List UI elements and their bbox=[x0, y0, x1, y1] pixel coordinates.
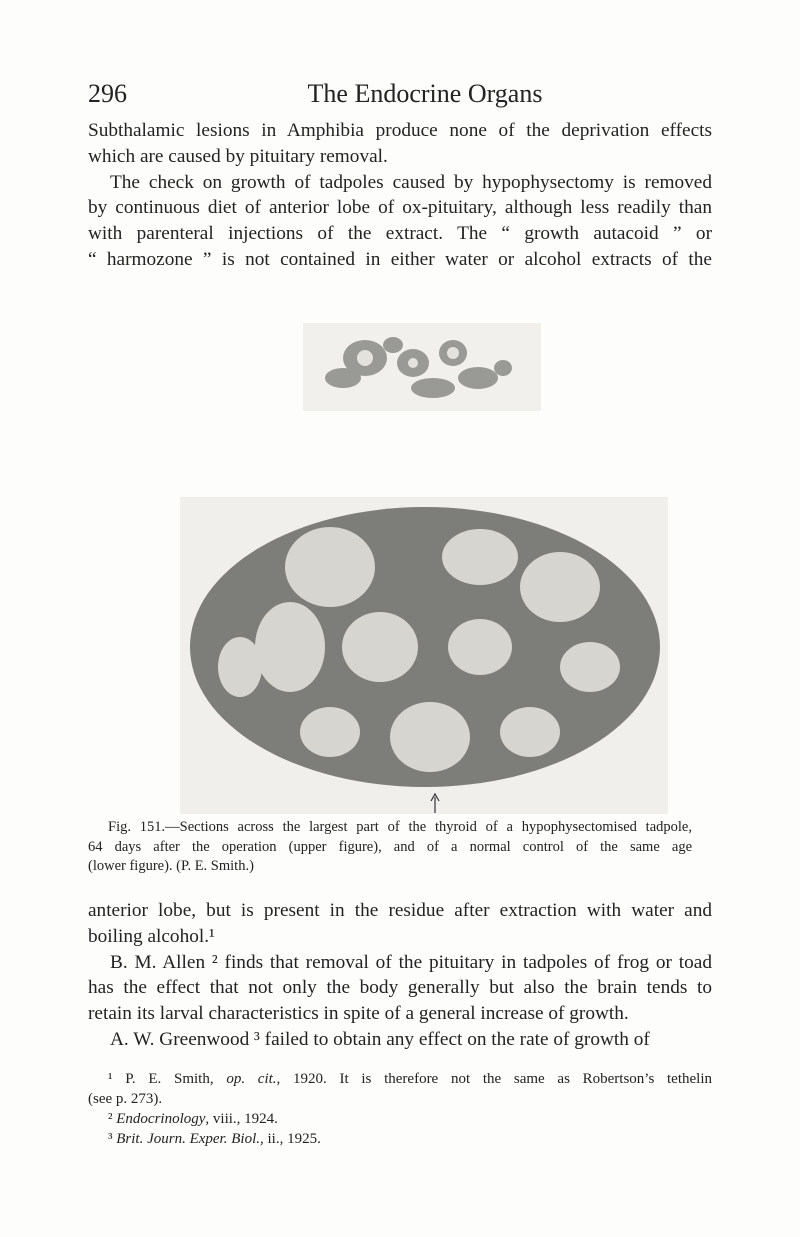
footnote-line: ³ Brit. Journ. Exper. Biol., ii., 1925. bbox=[108, 1129, 712, 1149]
footnote-segment: ¹ P. E. Smith, bbox=[108, 1071, 227, 1087]
text-line: with parenteral injections of the extrac… bbox=[88, 223, 712, 245]
text-line: anterior lobe, but is present in the res… bbox=[88, 900, 712, 921]
running-title: The Endocrine Organs bbox=[307, 79, 543, 108]
text-line: The check on growth of tadpoles caused b… bbox=[110, 171, 712, 193]
footnote-segment: , ii., 1925. bbox=[259, 1131, 321, 1147]
footnote-line: ¹ P. E. Smith, op. cit., 1920. It is the… bbox=[108, 1069, 712, 1089]
footnote-segment: ³ bbox=[108, 1131, 117, 1147]
text-line: retain its larval characteristics in spi… bbox=[88, 1003, 629, 1025]
text-line: has the effect that not only the body ge… bbox=[88, 977, 712, 999]
text-line: by continuous diet of anterior lobe of o… bbox=[88, 197, 712, 219]
footnote-segment: op. cit. bbox=[226, 1071, 277, 1087]
caption-line: Fig. 151.—Sections across the largest pa… bbox=[108, 819, 692, 835]
text-line: Subthalamic lesions in Amphibia produce … bbox=[88, 120, 712, 141]
text-line: boiling alcohol.¹ bbox=[88, 925, 215, 947]
text-line: B. M. Allen ² finds that removal of the … bbox=[110, 951, 712, 973]
caption-line: (lower figure). (P. E. Smith.) bbox=[88, 858, 254, 874]
footnote-segment: Endocrinology bbox=[116, 1111, 206, 1127]
text-line: “ harmozone ” is not contained in either… bbox=[88, 249, 712, 270]
lower-figure bbox=[180, 497, 668, 814]
footnote-segment: , 1920. It is therefore not the same as … bbox=[276, 1071, 712, 1087]
footnote-segment: ² bbox=[108, 1111, 117, 1127]
text-line: A. W. Greenwood ³ failed to obtain any e… bbox=[110, 1029, 650, 1050]
footnote-segment: , viii., 1924. bbox=[205, 1111, 278, 1127]
footnote-line: ² Endocrinology, viii., 1924. bbox=[108, 1109, 712, 1129]
footnote-segment: Brit. Journ. Exper. Biol. bbox=[116, 1131, 260, 1147]
footnote-line: (see p. 273). bbox=[88, 1089, 712, 1109]
text-line: which are caused by pituitary removal. bbox=[88, 145, 388, 167]
page-number: 296 bbox=[88, 79, 127, 108]
caption-line: 64 days after the operation (upper figur… bbox=[88, 838, 692, 855]
upper-figure bbox=[303, 323, 541, 411]
footnote-segment: (see p. 273). bbox=[88, 1091, 163, 1107]
